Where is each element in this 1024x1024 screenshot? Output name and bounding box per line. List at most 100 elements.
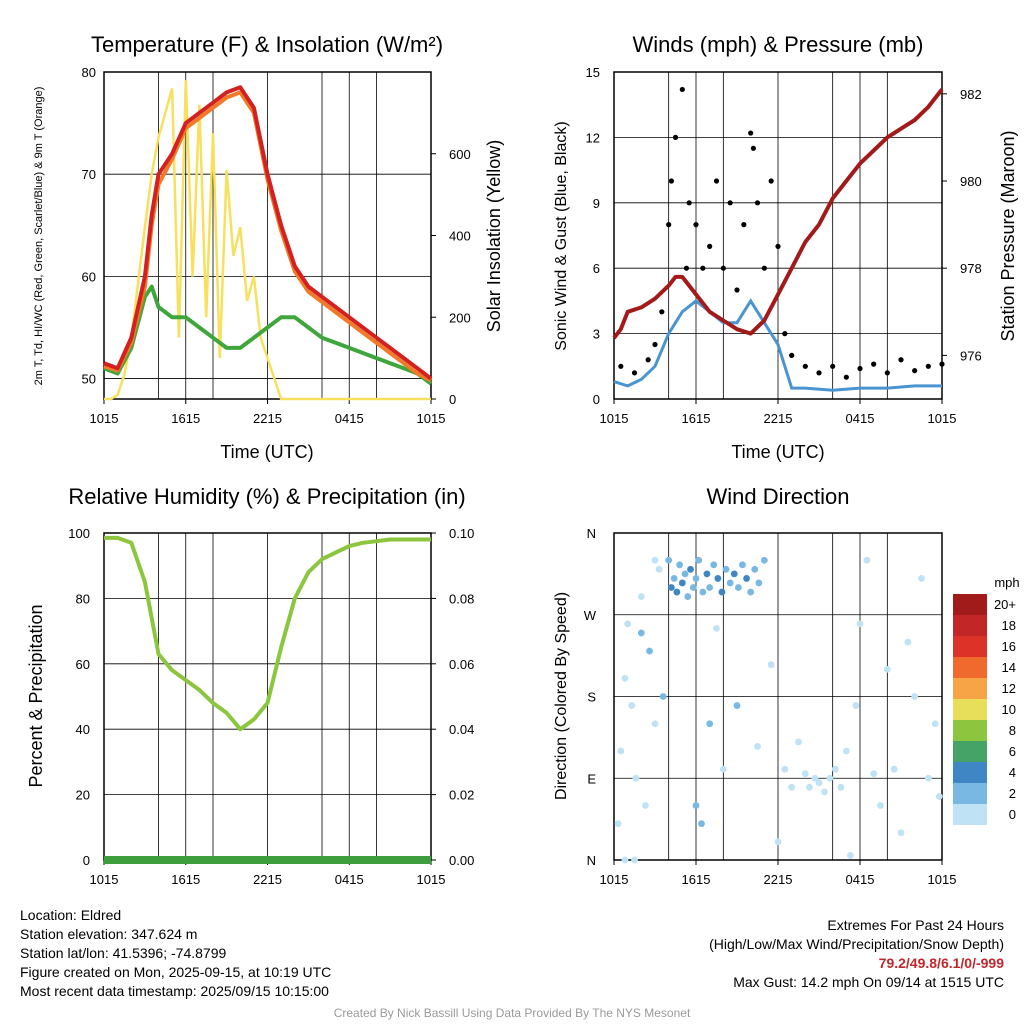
- gust-point: [713, 178, 720, 184]
- gust-point: [816, 370, 822, 376]
- gust-point: [693, 222, 699, 228]
- credit-text: Created By Nick Bassill Using Data Provi…: [333, 1006, 691, 1020]
- direction-point: [695, 556, 703, 564]
- direction-point: [706, 584, 714, 591]
- gust-point: [668, 178, 675, 184]
- direction-point: [670, 575, 678, 582]
- x-tick-label: 0415: [846, 872, 875, 887]
- x-tick-label: 1615: [682, 872, 711, 887]
- direction-point: [673, 588, 681, 596]
- gust-point: [672, 134, 679, 140]
- gust-point: [768, 178, 774, 184]
- y2-tick-label: 0: [449, 392, 456, 407]
- direction-point: [689, 584, 697, 591]
- recent-text: Most recent data timestamp: 2025/09/15 1…: [20, 983, 329, 999]
- legend-swatch: [953, 657, 987, 678]
- x-tick-label: 0415: [846, 411, 875, 426]
- direction-point: [692, 575, 700, 582]
- gust-point: [782, 331, 788, 337]
- y-tick-label: S: [587, 690, 596, 705]
- direction-point: [890, 765, 898, 773]
- direction-point: [710, 561, 718, 569]
- extremes-title: Extremes For Past 24 Hours: [827, 917, 1004, 933]
- location-text: Location: Eldred: [20, 907, 122, 923]
- y-tick-label: 20: [76, 788, 90, 803]
- direction-point: [832, 765, 839, 773]
- gust-point: [871, 361, 877, 367]
- y2-tick-label: 982: [960, 87, 982, 102]
- direction-point: [646, 647, 653, 655]
- direction-point: [703, 570, 711, 578]
- chart1-y2label: Solar Insolation (Yellow): [484, 140, 504, 332]
- gust-point: [898, 357, 904, 363]
- y2-tick-label: 600: [449, 147, 471, 162]
- gust-point: [679, 86, 685, 93]
- chart2-xlabel: Time (UTC): [731, 442, 824, 462]
- legend-swatch: [953, 636, 987, 657]
- y-tick-label: 0: [593, 392, 600, 407]
- gust-point: [830, 363, 836, 369]
- direction-point: [811, 774, 819, 782]
- direction-point: [719, 765, 727, 773]
- gust-point: [857, 365, 863, 372]
- legend-swatch: [953, 741, 987, 762]
- direction-point: [726, 579, 734, 587]
- station-info: Location: Eldred Station elevation: 347.…: [20, 906, 331, 1001]
- direction-point: [774, 838, 782, 846]
- gust-point: [686, 200, 692, 206]
- series-line-2m-t: [103, 85, 433, 381]
- direction-point: [801, 770, 809, 778]
- direction-point: [730, 570, 738, 578]
- x-tick-label: 1015: [90, 411, 119, 426]
- x-tick-label: 1015: [928, 411, 957, 426]
- gust-point: [683, 265, 690, 271]
- legend-swatch: [953, 804, 987, 825]
- wind-direction-chart: Wind Direction Direction (Colored By Spe…: [553, 484, 1020, 887]
- gust-point: [727, 200, 733, 206]
- chart2-ylabel: Sonic Wind & Gust (Blue, Black): [553, 121, 570, 350]
- gust-point: [720, 265, 726, 271]
- direction-point: [788, 783, 796, 791]
- direction-point: [713, 624, 720, 632]
- direction-point: [733, 702, 741, 709]
- y2-tick-label: 978: [960, 261, 982, 276]
- direction-point: [684, 593, 692, 600]
- gust-point: [631, 370, 638, 376]
- y2-tick-label: 0.08: [449, 591, 474, 606]
- insolation-line: [104, 80, 431, 401]
- y-tick-label: 70: [82, 167, 96, 182]
- y2-tick-label: 0.00: [449, 853, 474, 868]
- chart1-ylabel: 2m T, Td, HI/WC (Red, Green, Scarlet/Blu…: [33, 87, 45, 386]
- y-tick-label: 12: [586, 130, 600, 145]
- direction-point: [655, 565, 663, 573]
- direction-point: [614, 820, 622, 828]
- direction-point: [767, 661, 775, 669]
- y2-tick-label: 0.06: [449, 657, 474, 672]
- y-tick-label: 50: [82, 372, 96, 387]
- direction-point: [826, 774, 834, 782]
- gust-point: [925, 363, 931, 369]
- y-tick-label: N: [587, 526, 596, 541]
- legend-label: 14: [1002, 660, 1016, 675]
- y-tick-label: E: [587, 771, 596, 786]
- direction-point: [617, 747, 625, 755]
- legend-label: 2: [1009, 786, 1016, 801]
- gust-point: [734, 287, 740, 293]
- gust-point: [652, 341, 658, 348]
- extremes-subtitle: (High/Low/Max Wind/Precipitation/Snow De…: [709, 936, 1004, 952]
- legend-label: 6: [1009, 744, 1016, 759]
- legend-swatch: [953, 720, 987, 741]
- direction-point: [651, 556, 659, 564]
- extremes-panel: Extremes For Past 24 Hours (High/Low/Max…: [709, 916, 1004, 992]
- gust-point: [884, 370, 890, 376]
- direction-point: [935, 793, 943, 800]
- y-tick-label: 40: [76, 722, 90, 737]
- direction-point: [821, 788, 828, 796]
- direction-point: [755, 579, 763, 587]
- y-tick-label: W: [584, 608, 597, 623]
- direction-point: [722, 565, 730, 573]
- direction-point: [751, 565, 759, 573]
- direction-point: [904, 638, 912, 646]
- gust-point: [789, 352, 795, 358]
- direction-point: [739, 561, 746, 569]
